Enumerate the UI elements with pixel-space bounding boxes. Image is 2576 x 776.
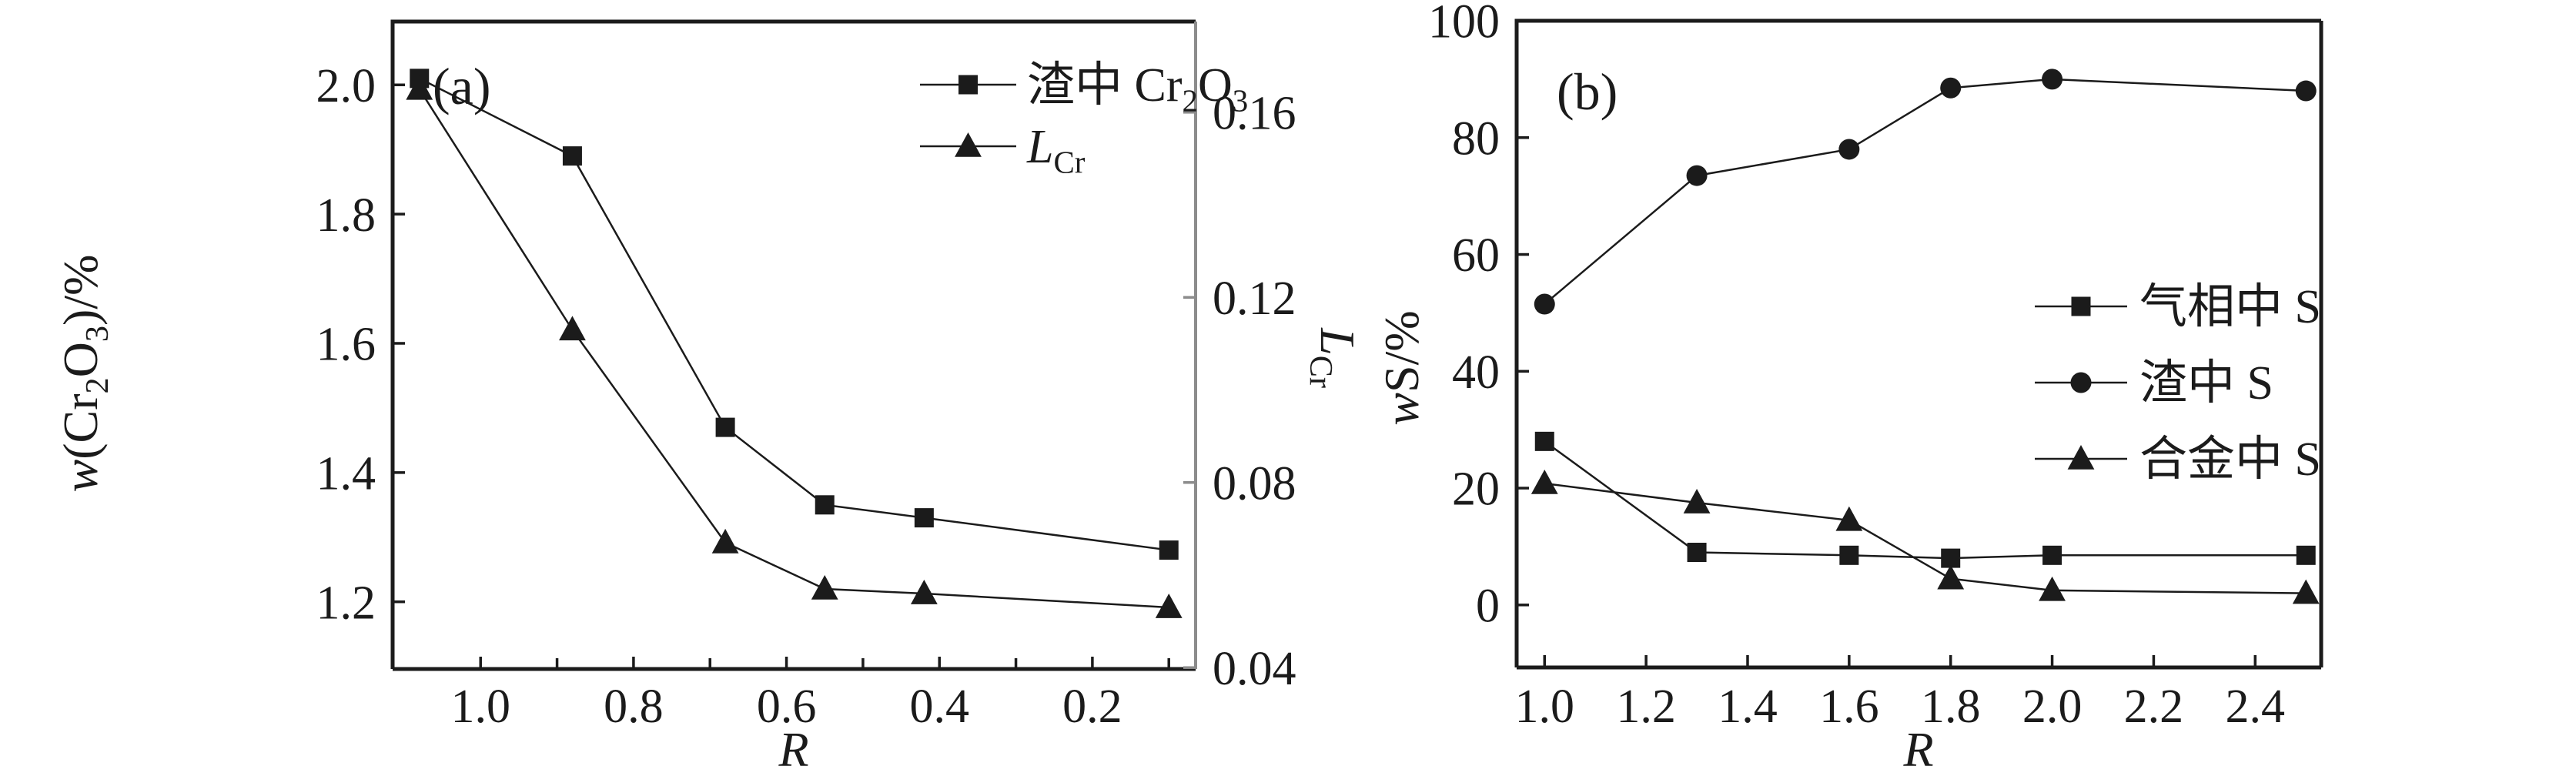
panel-a-y-tick-label: 1.8 (316, 189, 376, 242)
panel-b-legend-label-1: 渣中 S (2139, 357, 2273, 410)
panel-b-series-0-square-marker (1534, 431, 1554, 451)
panel-b-x-axis-title: R (1902, 722, 1933, 776)
panel-b: 1.0 1.2 1.4 1.6 1.8 2.0 2.2 2.4 100 80 60 40 20 0 wS/%… (1374, 0, 2323, 776)
panel-b-series-1-circle-marker (1686, 165, 1708, 186)
panel-b-series-2-triangle-marker (1937, 564, 1965, 590)
panel-b-legend-label-2: 合金中 S (2139, 433, 2321, 486)
panel-b-series-2-triangle-marker (1531, 469, 1558, 494)
panel-a: 1.0 0.8 0.6 0.4 0.2 2.0 1.8 1.6 1.4 1.2 0.16 0.12 0.… (53, 19, 1365, 776)
panel-a-series-1-triangle-marker (1155, 594, 1183, 618)
panel-b-series-1-circle-marker (1940, 77, 1962, 99)
panel-b-y-tick-label: 80 (1452, 112, 1500, 165)
panel-a-series-0-line (419, 77, 1169, 551)
panel-b-series-0-square-marker (1839, 545, 1859, 565)
panel-a-x-tick-label: 0.2 (1062, 681, 1122, 733)
panel-b-series-1-circle-marker (1838, 139, 1860, 160)
panel-a-series-1-triangle-marker (406, 75, 433, 100)
panel-b-series-0-square-marker (2296, 545, 2316, 565)
panel-b-legend-square-marker (2071, 296, 2091, 316)
panel-b-series-2-triangle-marker (1683, 489, 1711, 513)
panel-b-series-1-line (1544, 78, 2307, 305)
panel-b-legend-item-0: 气相中 S (2035, 281, 2321, 333)
panel-b-y-tick-label: 20 (1452, 463, 1500, 516)
panel-a-series-1-triangle-marker (711, 528, 739, 554)
panel-a-y-tick-label: 2.0 (316, 60, 376, 112)
panel-b-legend-circle-marker (2070, 372, 2092, 393)
panel-a-right-y-axis-title: LCr (1303, 327, 1365, 388)
panel-b-legend-label-0: 气相中 S (2139, 281, 2321, 333)
panel-a-series-1-line (418, 89, 1169, 609)
panel-a-series-1-triangle-marker (910, 580, 938, 604)
panel-b-legend-item-2: 合金中 S (2035, 433, 2321, 486)
panel-b-legend-item-1: 渣中 S (2035, 357, 2273, 410)
panel-b-x-tick-label: 1.8 (1921, 681, 1981, 733)
panel-a-legend-label-1: LCr (1026, 121, 1086, 180)
panel-a-y-tick-label: 1.2 (316, 577, 376, 629)
panel-a-series-0-square-marker (562, 146, 582, 166)
panel-a-y-tick-label: 1.4 (316, 448, 376, 500)
panel-a-label: (a) (433, 57, 490, 115)
panel-a-legend-triangle-marker (955, 132, 982, 157)
panel-b-x-tick-label: 2.2 (2124, 681, 2184, 733)
panel-a-legend-item-1: LCr (920, 121, 1086, 180)
panel-a-series-0-square-marker (815, 495, 835, 515)
panel-a-y-tick-label: 1.6 (316, 319, 376, 371)
panel-b-y-tick-label: 40 (1452, 346, 1500, 399)
panel-b-label: (b) (1557, 62, 1618, 121)
panel-a-legend-label-0: 渣中 Cr2O3 (1027, 59, 1248, 119)
panel-a-y-axis-title: w(Cr2O3)/% (53, 255, 115, 493)
panel-b-series-2-line (1544, 482, 2307, 594)
panel-b-series-0-square-marker (1941, 548, 1961, 568)
panel-b-series-1-circle-marker (1534, 293, 1555, 315)
panel-b-series-2-triangle-marker (1835, 506, 1863, 531)
panel-a-x-tick-label: 1.0 (450, 681, 510, 733)
panel-b-y-tick-label: 0 (1476, 580, 1500, 633)
panel-b-series-2-triangle-marker (2292, 579, 2320, 604)
panel-a-legend-item-0: 渣中 Cr2O3 (920, 59, 1248, 119)
panel-b-series-0-square-marker (2042, 545, 2062, 565)
panel-b-x-tick-label: 1.6 (1819, 681, 1879, 733)
panel-a-series-0-square-marker (914, 508, 934, 528)
panel-a-legend-square-marker (958, 75, 978, 95)
panel-b-series-2-triangle-marker (2039, 576, 2066, 601)
panel-b-y-tick-label: 60 (1452, 229, 1500, 282)
panel-b-x-tick-label: 1.0 (1515, 681, 1575, 733)
panel-a-x-axis-title: R (778, 722, 808, 776)
panel-b-x-tick-label: 2.4 (2226, 681, 2286, 733)
panel-a-series-1-triangle-marker (811, 575, 838, 600)
panel-b-y-tick-label: 100 (1428, 0, 1500, 48)
panel-a-right-y-tick-label: 0.12 (1213, 273, 1296, 325)
panel-a-right-y-tick-label: 0.16 (1213, 88, 1296, 140)
panel-b-series-0-line (1544, 440, 2307, 560)
panel-b-series-1-circle-marker (2042, 69, 2063, 90)
panel-a-x-tick-label: 0.8 (604, 681, 664, 733)
panel-b-x-tick-label: 2.0 (2022, 681, 2083, 733)
panel-a-x-tick-label: 0.6 (757, 681, 817, 733)
panel-a-series-0-square-marker (715, 417, 735, 437)
panel-a-x-tick-label: 0.4 (909, 681, 969, 733)
panel-b-legend-triangle-marker (2067, 445, 2095, 470)
panel-b-x-tick-label: 1.2 (1616, 681, 1676, 733)
panel-a-series-0-square-marker (1159, 540, 1179, 560)
panel-b-x-tick-label: 1.4 (1718, 681, 1778, 733)
panel-a-right-y-tick-label: 0.04 (1213, 643, 1296, 695)
panel-a-series-1-triangle-marker (559, 316, 586, 341)
panel-b-series-1-circle-marker (2295, 80, 2317, 102)
panel-a-frame (390, 19, 1196, 671)
panel-b-y-axis-title: wS/% (1374, 310, 1429, 425)
panel-a-right-y-tick-label: 0.08 (1213, 457, 1296, 510)
panel-b-series-0-square-marker (1687, 543, 1707, 563)
